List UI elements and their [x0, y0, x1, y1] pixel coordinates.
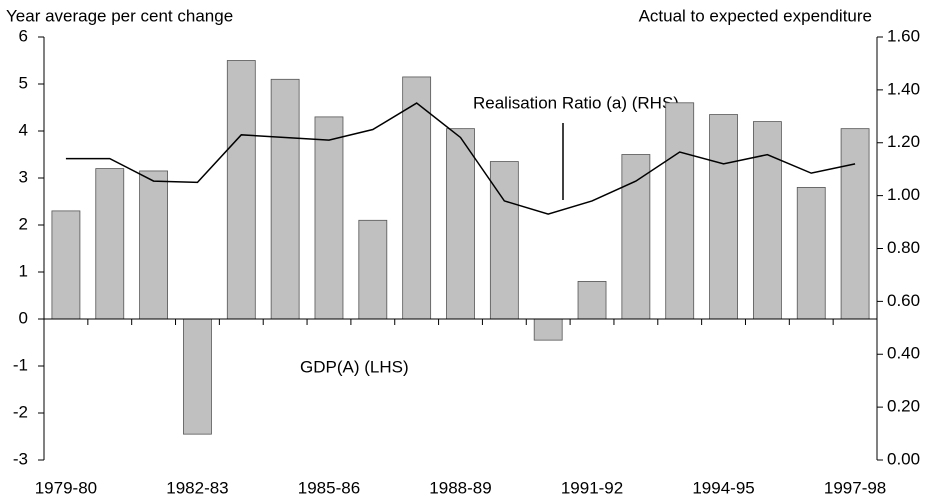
bar: [577, 280, 607, 320]
y-tick-label: -3: [13, 449, 28, 468]
y-tick-label: 1: [19, 261, 28, 280]
y2-tick-label: 1.20: [887, 132, 920, 151]
bar: [314, 116, 344, 320]
x-tick-label: 1982-83: [166, 478, 228, 497]
x-tick-label: 1988-89: [429, 478, 491, 497]
bar: [752, 121, 782, 320]
bar: [95, 168, 125, 320]
y2-tick-label: 0.00: [887, 449, 920, 468]
bar: [183, 318, 212, 435]
y2-axis-title: Actual to expected expenditure: [639, 6, 872, 25]
y2-tick-label: 0.40: [887, 344, 920, 363]
y2-tick-label: 1.60: [887, 26, 920, 45]
bar: [621, 154, 651, 320]
bar-annotation: GDP(A) (LHS): [300, 357, 409, 376]
line-annotation: Realisation Ratio (a) (RHS): [473, 93, 679, 112]
x-tick-label: 1985-86: [298, 478, 360, 497]
y-tick-label: 2: [19, 214, 28, 233]
bar: [226, 60, 256, 320]
bar: [402, 76, 432, 320]
y-tick-label: 4: [19, 120, 28, 139]
x-tick-label: 1991-92: [561, 478, 623, 497]
y2-tick-label: 1.40: [887, 79, 920, 98]
y2-tick-label: 0.60: [887, 291, 920, 310]
y-tick-label: -1: [13, 355, 28, 374]
bar: [533, 318, 563, 341]
x-tick-label: 1997-98: [824, 478, 886, 497]
y-tick-label: 3: [19, 167, 28, 186]
bar: [796, 186, 826, 320]
y2-tick-label: 0.80: [887, 238, 920, 257]
y-tick-label: -2: [13, 402, 28, 421]
y2-tick-label: 1.00: [887, 185, 920, 204]
bar: [358, 219, 388, 320]
bar: [840, 128, 870, 320]
y-tick-label: 6: [19, 26, 28, 45]
bar: [665, 102, 695, 320]
x-tick-label: 1994-95: [692, 478, 754, 497]
line: [65, 102, 856, 215]
bar: [51, 210, 81, 320]
y-axis-title: Year average per cent change: [6, 6, 233, 25]
bar: [270, 78, 300, 320]
y2-tick-label: 0.20: [887, 397, 920, 416]
y-tick-label: 5: [19, 73, 28, 92]
bar: [139, 170, 169, 320]
bar: [489, 161, 519, 320]
bar: [446, 128, 475, 320]
bar: [709, 114, 738, 320]
y-tick-label: 0: [19, 308, 28, 327]
x-tick-label: 1979-80: [35, 478, 97, 497]
